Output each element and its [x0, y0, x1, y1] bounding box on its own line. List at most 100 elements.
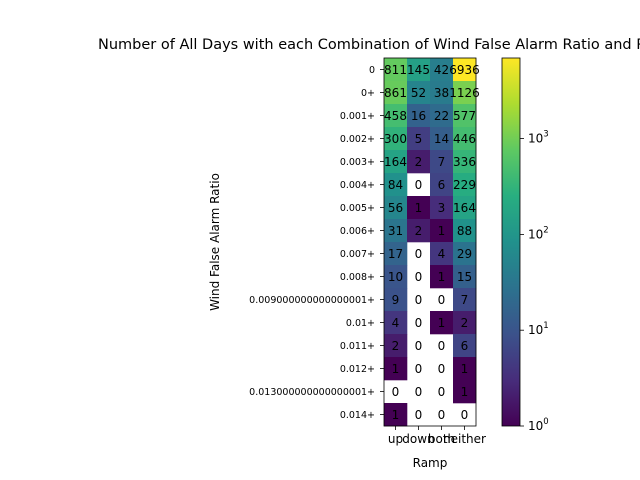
y-tick-label: 0.001+ — [340, 111, 375, 122]
cell-value-label: 9 — [392, 293, 400, 307]
cell-value-label: 29 — [457, 247, 472, 261]
heatmap-cell — [430, 196, 454, 220]
cell-value-label: 6936 — [449, 63, 480, 77]
heatmap-cell — [384, 311, 408, 335]
colorbar-tick-label: 101 — [528, 321, 549, 337]
heatmap-cell — [407, 150, 431, 174]
heatmap-cell — [430, 242, 454, 266]
cell-value-label: 0 — [415, 293, 423, 307]
x-tick-label: up — [388, 432, 403, 446]
heatmap-cell — [384, 173, 408, 197]
cell-value-label: 164 — [384, 155, 407, 169]
y-tick-label: 0.002+ — [340, 134, 375, 145]
heatmap-cell — [384, 127, 408, 151]
cell-value-label: 1 — [415, 201, 423, 215]
y-tick-label: 0+ — [361, 88, 375, 99]
heatmap-cell — [384, 81, 408, 105]
colorbar-tick-label: 100 — [528, 417, 549, 433]
heatmap-cell — [384, 150, 408, 174]
heatmap-cell — [453, 311, 477, 335]
cell-value-label: 1 — [438, 270, 446, 284]
cell-value-label: 300 — [384, 132, 407, 146]
heatmap-cell — [453, 173, 477, 197]
heatmap-cell — [453, 334, 477, 358]
cell-value-label: 22 — [434, 109, 449, 123]
y-tick-label: 0.008+ — [340, 272, 375, 283]
y-tick-label: 0.01+ — [346, 318, 375, 329]
heatmap-cell — [453, 357, 477, 381]
x-tick-label: both — [428, 432, 455, 446]
cell-value-label: 56 — [388, 201, 403, 215]
heatmap-cell — [430, 104, 454, 128]
heatmap-cell — [453, 81, 477, 105]
cell-value-label: 2 — [461, 316, 469, 330]
cell-value-label: 0 — [461, 408, 469, 422]
cell-value-label: 145 — [407, 63, 430, 77]
cell-value-label: 3 — [438, 201, 446, 215]
cell-value-label: 0 — [415, 247, 423, 261]
cell-value-label: 15 — [457, 270, 472, 284]
heatmap-cell — [453, 58, 477, 82]
heatmap-cell — [407, 127, 431, 151]
cell-value-label: 31 — [388, 224, 403, 238]
cell-value-label: 1 — [461, 362, 469, 376]
y-tick-label: 0.012+ — [340, 364, 375, 375]
cell-value-label: 0 — [392, 385, 400, 399]
cell-value-label: 446 — [453, 132, 476, 146]
cell-value-label: 5 — [415, 132, 423, 146]
cell-value-label: 0 — [415, 316, 423, 330]
cell-value-label: 38 — [434, 86, 449, 100]
cell-value-label: 1 — [461, 385, 469, 399]
heatmap-cell — [407, 104, 431, 128]
cell-value-label: 7 — [461, 293, 469, 307]
cell-value-label: 458 — [384, 109, 407, 123]
cell-value-label: 0 — [415, 362, 423, 376]
colorbar — [501, 57, 521, 427]
heatmap-cell — [384, 334, 408, 358]
x-tick-label: down — [402, 432, 434, 446]
y-tick-labels: 0 0+ 0.001+ 0.002+ 0.003+ 0.004+ 0.005+ 0.006+ 0… — [249, 65, 384, 421]
y-tick-label: 0.003+ — [340, 157, 375, 168]
cell-value-label: 0 — [415, 178, 423, 192]
heatmap-cell — [430, 173, 454, 197]
cell-value-label: 0 — [438, 293, 446, 307]
cell-value-label: 0 — [415, 339, 423, 353]
heatmap-cell — [453, 265, 477, 289]
cell-value-label: 577 — [453, 109, 476, 123]
cell-value-label: 1 — [438, 224, 446, 238]
cell-value-label: 0 — [438, 339, 446, 353]
cell-value-label: 1 — [392, 408, 400, 422]
heatmap-cell — [453, 150, 477, 174]
heatmap-cell — [384, 219, 408, 243]
y-tick-label: 0.004+ — [340, 180, 375, 191]
heatmap-cell — [430, 81, 454, 105]
cell-value-label: 2 — [392, 339, 400, 353]
heatmap-cell — [407, 196, 431, 220]
cell-value-label: 336 — [453, 155, 476, 169]
y-tick-label: 0.007+ — [340, 249, 375, 260]
cell-value-label: 17 — [388, 247, 403, 261]
cell-value-label: 1 — [438, 316, 446, 330]
cell-value-label: 52 — [411, 86, 426, 100]
cell-value-label: 2 — [415, 155, 423, 169]
plot-frame — [383, 57, 477, 427]
heatmap-cell — [407, 81, 431, 105]
cell-value-label: 0 — [438, 408, 446, 422]
heatmap-cell — [453, 196, 477, 220]
cell-value-label: 0 — [438, 362, 446, 376]
cell-value-label: 84 — [388, 178, 403, 192]
heatmap-cell — [384, 403, 408, 427]
heatmap-cell — [430, 58, 454, 82]
heatmap-cell — [384, 58, 408, 82]
heatmap-cells — [384, 58, 477, 427]
cell-value-label: 42 — [434, 63, 449, 77]
cell-value-label: 14 — [434, 132, 449, 146]
cell-value-label: 10 — [388, 270, 403, 284]
x-axis-label: Ramp — [413, 456, 448, 470]
heatmap-cell — [384, 104, 408, 128]
colorbar-tick-label: 103 — [528, 130, 549, 146]
colorbar-tick-label: 102 — [528, 225, 549, 241]
cell-value-label: 6 — [461, 339, 469, 353]
